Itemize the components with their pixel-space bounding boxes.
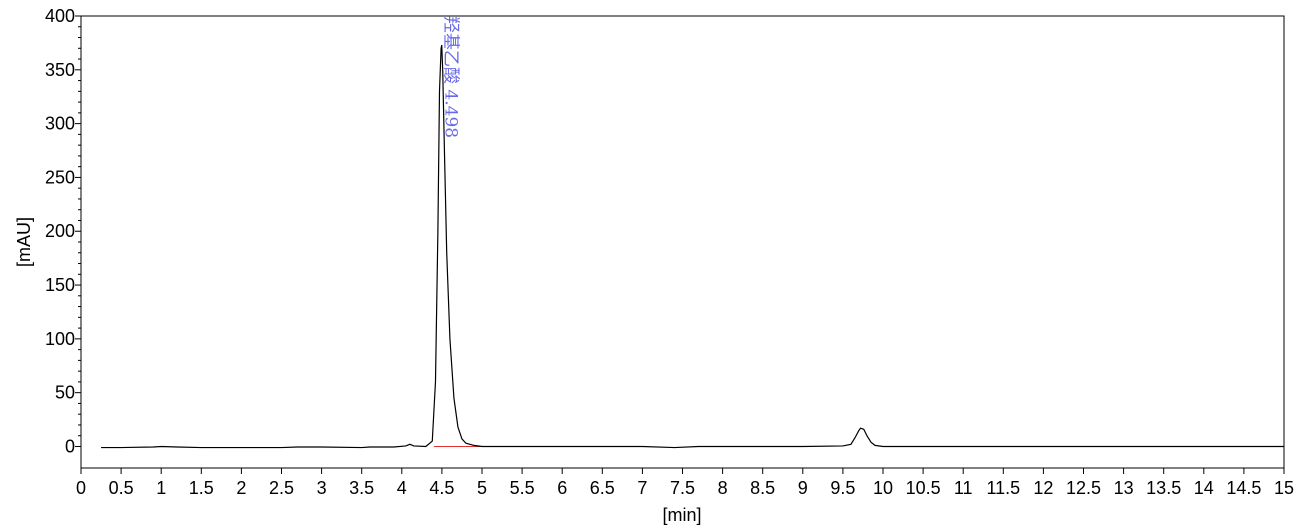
x-tick-label: 15 xyxy=(1274,478,1294,498)
x-tick-label: 12 xyxy=(1033,478,1053,498)
x-tick-label: 11.5 xyxy=(986,478,1020,498)
x-tick-label: 8 xyxy=(718,478,728,498)
y-tick-label: 100 xyxy=(45,329,75,349)
x-tick-label: 7.5 xyxy=(670,478,695,498)
x-tick-label: 14 xyxy=(1194,478,1214,498)
x-tick-label: 10 xyxy=(873,478,893,498)
x-tick-label: 4.5 xyxy=(429,478,454,498)
x-tick-label: 0 xyxy=(76,478,86,498)
y-tick-label: 250 xyxy=(45,167,75,187)
y-tick-label: 0 xyxy=(65,436,75,456)
x-tick-label: 12.5 xyxy=(1066,478,1101,498)
x-tick-label: 13 xyxy=(1114,478,1134,498)
y-tick-label: 350 xyxy=(45,60,75,80)
x-tick-label: 1.5 xyxy=(189,478,214,498)
y-tick-label: 50 xyxy=(55,383,75,403)
x-tick-label: 6 xyxy=(557,478,567,498)
x-tick-label: 9 xyxy=(798,478,808,498)
x-tick-label: 9.5 xyxy=(830,478,855,498)
x-tick-label: 2 xyxy=(236,478,246,498)
x-tick-label: 6.5 xyxy=(590,478,615,498)
y-tick-label: 150 xyxy=(45,275,75,295)
plot-frame xyxy=(80,15,1285,469)
y-axis-label: [mAU] xyxy=(14,217,34,267)
y-tick-label: 300 xyxy=(45,114,75,134)
x-tick-label: 2.5 xyxy=(269,478,294,498)
x-tick-label: 3 xyxy=(317,478,327,498)
x-tick-label: 10.5 xyxy=(906,478,941,498)
x-tick-label: 7 xyxy=(637,478,647,498)
x-tick-label: 5.5 xyxy=(510,478,535,498)
chromatogram-line xyxy=(101,44,1284,449)
peak-annotation: 羟基乙酸 4.498 xyxy=(441,16,461,138)
x-tick-label: 0.5 xyxy=(109,478,134,498)
x-tick-label: 3.5 xyxy=(349,478,374,498)
x-tick-label: 8.5 xyxy=(750,478,775,498)
x-tick-label: 13.5 xyxy=(1146,478,1181,498)
y-tick-label: 400 xyxy=(45,6,75,26)
x-tick-label: 5 xyxy=(477,478,487,498)
x-tick-label: 4 xyxy=(397,478,407,498)
y-tick-label: 200 xyxy=(45,221,75,241)
x-axis-label: [min] xyxy=(662,505,701,525)
x-tick-label: 1 xyxy=(156,478,166,498)
x-tick-label: 14.5 xyxy=(1226,478,1261,498)
x-tick-label: 11 xyxy=(954,478,973,498)
